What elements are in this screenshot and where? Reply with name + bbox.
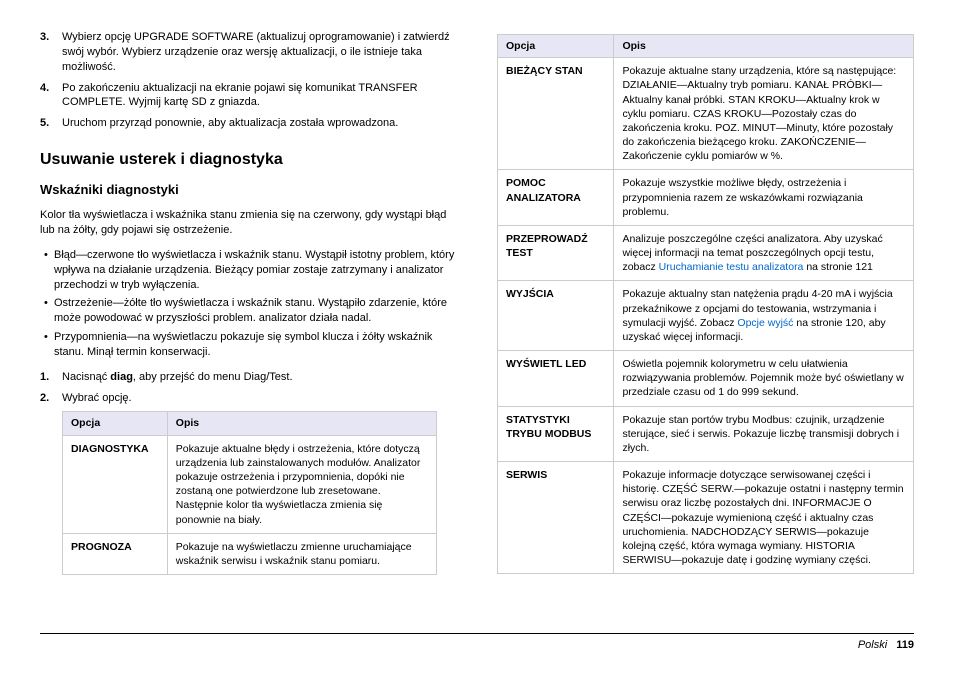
- table-header-desc: Opis: [167, 412, 437, 435]
- table-row: PRZEPROWADŹ TEST Analizuje poszczególne …: [498, 225, 914, 281]
- desc-cell: Pokazuje aktualne błędy i ostrzeżenia, k…: [167, 435, 437, 533]
- page-footer: Polski 119: [40, 633, 914, 653]
- option-cell: PRZEPROWADŹ TEST: [498, 225, 614, 281]
- table-row: WYŚWIETL LED Oświetla pojemnik kolorymet…: [498, 351, 914, 407]
- footer-language: Polski: [858, 639, 887, 651]
- list-item: 4.Po zakończeniu aktualizacji na ekranie…: [40, 81, 457, 111]
- table-header-option: Opcja: [498, 35, 614, 58]
- bullet-icon: •: [40, 296, 54, 326]
- desc-cell: Pokazuje stan portów trybu Modbus: czujn…: [614, 406, 914, 462]
- text-fragment: , aby przejść do menu Diag/Test.: [133, 371, 293, 383]
- option-cell: POMOC ANALIZATORA: [498, 170, 614, 226]
- intro-paragraph: Kolor tła wyświetlacza i wskaźnika stanu…: [40, 208, 457, 238]
- step-text: Po zakończeniu aktualizacji na ekranie p…: [62, 81, 457, 111]
- desc-cell: Pokazuje aktualne stany urządzenia, któr…: [614, 58, 914, 170]
- bullet-text: Przypomnienia—na wyświetlaczu pokazuje s…: [54, 330, 457, 360]
- table-row: DIAGNOSTYKA Pokazuje aktualne błędy i os…: [63, 435, 437, 533]
- list-item: 1. Nacisnąć diag, aby przejść do menu Di…: [40, 370, 457, 385]
- step-number: 5.: [40, 116, 62, 131]
- desc-cell: Pokazuje na wyświetlaczu zmienne urucham…: [167, 533, 437, 574]
- table-row: STATYSTYKI TRYBU MODBUS Pokazuje stan po…: [498, 406, 914, 462]
- table-header-option: Opcja: [63, 412, 168, 435]
- subsection-heading: Wskaźniki diagnostyki: [40, 181, 457, 199]
- step-text: Nacisnąć diag, aby przejść do menu Diag/…: [62, 370, 457, 385]
- desc-cell: Pokazuje informacje dotyczące serwisowan…: [614, 462, 914, 574]
- right-column: Opcja Opis BIEŻĄCY STAN Pokazuje aktualn…: [497, 30, 914, 575]
- table-row: BIEŻĄCY STAN Pokazuje aktualne stany urz…: [498, 58, 914, 170]
- table-header-desc: Opis: [614, 35, 914, 58]
- upgrade-steps: 3.Wybierz opcję UPGRADE SOFTWARE (aktual…: [40, 30, 457, 131]
- list-item: 5.Uruchom przyrząd ponownie, aby aktuali…: [40, 116, 457, 131]
- text-fragment: na stronie 121: [803, 261, 872, 273]
- desc-cell: Analizuje poszczególne części analizator…: [614, 225, 914, 281]
- option-cell: WYJŚCIA: [498, 281, 614, 351]
- bold-term: diag: [110, 371, 133, 383]
- options-table-right: Opcja Opis BIEŻĄCY STAN Pokazuje aktualn…: [497, 34, 914, 574]
- desc-cell: Pokazuje wszystkie możliwe błędy, ostrze…: [614, 170, 914, 226]
- step-number: 2.: [40, 391, 62, 406]
- step-text: Wybrać opcję.: [62, 391, 457, 406]
- option-cell: WYŚWIETL LED: [498, 351, 614, 407]
- list-item: 2. Wybrać opcję.: [40, 391, 457, 406]
- desc-cell: Oświetla pojemnik kolorymetru w celu uła…: [614, 351, 914, 407]
- table-row: SERWIS Pokazuje informacje dotyczące ser…: [498, 462, 914, 574]
- text-fragment: Nacisnąć: [62, 371, 110, 383]
- table-row: PROGNOZA Pokazuje na wyświetlaczu zmienn…: [63, 533, 437, 574]
- option-cell: BIEŻĄCY STAN: [498, 58, 614, 170]
- cross-ref-link[interactable]: Opcje wyjść: [737, 317, 793, 329]
- diag-steps: 1. Nacisnąć diag, aby przejść do menu Di…: [40, 370, 457, 406]
- list-item: •Ostrzeżenie—żółte tło wyświetlacza i ws…: [40, 296, 457, 326]
- step-number: 4.: [40, 81, 62, 111]
- indicator-bullets: •Błąd—czerwone tło wyświetlacza i wskaźn…: [40, 248, 457, 360]
- bullet-icon: •: [40, 330, 54, 360]
- table-row: WYJŚCIA Pokazuje aktualny stan natężenia…: [498, 281, 914, 351]
- option-cell: PROGNOZA: [63, 533, 168, 574]
- bullet-text: Błąd—czerwone tło wyświetlacza i wskaźni…: [54, 248, 457, 293]
- list-item: •Błąd—czerwone tło wyświetlacza i wskaźn…: [40, 248, 457, 293]
- section-heading: Usuwanie usterek i diagnostyka: [40, 149, 457, 171]
- list-item: •Przypomnienia—na wyświetlaczu pokazuje …: [40, 330, 457, 360]
- option-cell: DIAGNOSTYKA: [63, 435, 168, 533]
- step-number: 1.: [40, 370, 62, 385]
- option-cell: SERWIS: [498, 462, 614, 574]
- step-number: 3.: [40, 30, 62, 75]
- option-cell: STATYSTYKI TRYBU MODBUS: [498, 406, 614, 462]
- options-table-left: Opcja Opis DIAGNOSTYKA Pokazuje aktualne…: [62, 411, 437, 575]
- list-item: 3.Wybierz opcję UPGRADE SOFTWARE (aktual…: [40, 30, 457, 75]
- cross-ref-link[interactable]: Uruchamianie testu analizatora: [659, 261, 804, 273]
- table-row: POMOC ANALIZATORA Pokazuje wszystkie moż…: [498, 170, 914, 226]
- footer-page-number: 119: [896, 639, 914, 651]
- desc-cell: Pokazuje aktualny stan natężenia prądu 4…: [614, 281, 914, 351]
- bullet-icon: •: [40, 248, 54, 293]
- left-column: 3.Wybierz opcję UPGRADE SOFTWARE (aktual…: [40, 30, 457, 575]
- bullet-text: Ostrzeżenie—żółte tło wyświetlacza i wsk…: [54, 296, 457, 326]
- step-text: Wybierz opcję UPGRADE SOFTWARE (aktualiz…: [62, 30, 457, 75]
- step-text: Uruchom przyrząd ponownie, aby aktualiza…: [62, 116, 457, 131]
